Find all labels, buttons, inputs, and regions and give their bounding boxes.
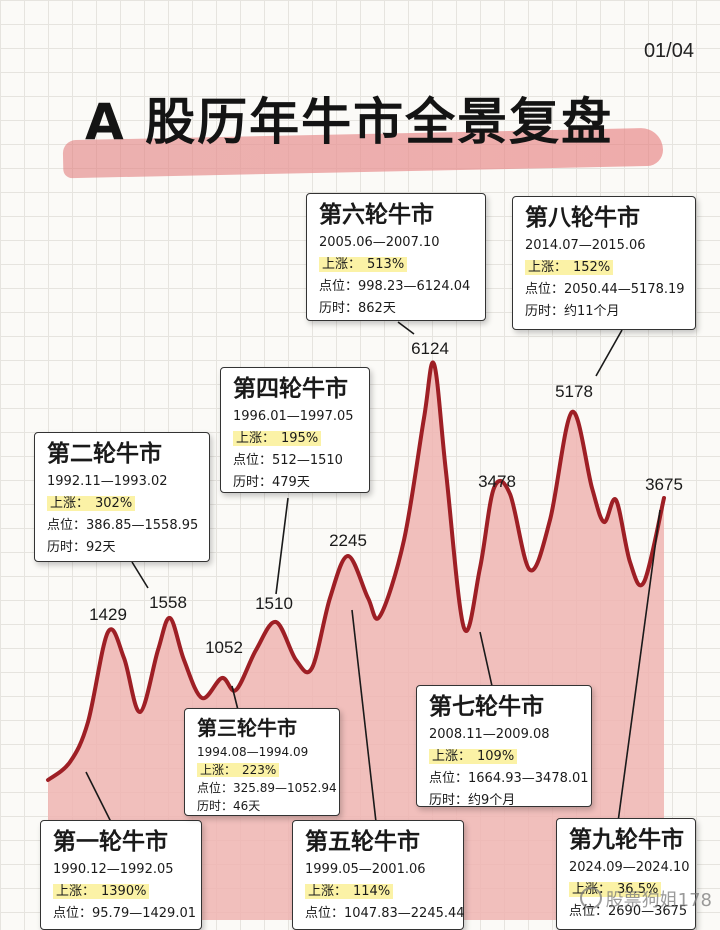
leader-line-1 xyxy=(85,771,113,825)
card-gain: 上涨： 195% xyxy=(233,428,359,450)
card-points: 点位：998.23—6124.04 xyxy=(319,279,471,294)
bull-card-5: 第五轮牛市 1999.05—2001.06 上涨： 114% 点位：1047.83… xyxy=(292,820,465,930)
card-points: 点位：386.85—1558.95 xyxy=(47,518,199,533)
index-curve xyxy=(46,360,666,782)
card-duration: 历时：约11个月 xyxy=(525,304,620,319)
card-title: 第九轮牛市 xyxy=(569,827,684,853)
bull-card-3: 第三轮牛市 1994.08—1994.09 上涨： 223% 点位：325.89—… xyxy=(184,708,340,816)
card-points: 点位：95.79—1429.01 xyxy=(53,906,196,921)
card-title: 第五轮牛市 xyxy=(305,829,420,855)
peak-label-7: 3478 xyxy=(478,472,516,491)
card-gain: 上涨： 513% xyxy=(319,254,475,276)
bull-card-1: 第一轮牛市 1990.12—1992.05 上涨： 1390% 点位：95.79—… xyxy=(40,820,202,930)
peak-label-9: 3675 xyxy=(645,475,683,494)
card-duration: 历时：46天 xyxy=(197,799,261,813)
card-period: 2005.06—2007.10 xyxy=(319,235,440,250)
leader-line-7 xyxy=(479,631,493,687)
card-gain: 上涨： 302% xyxy=(47,493,199,515)
peak-label-4: 1510 xyxy=(255,594,293,613)
page-title: A 股历年牛市全景复盘 xyxy=(85,93,614,151)
card-period: 2008.11—2009.08 xyxy=(429,727,550,742)
card-period: 1994.08—1994.09 xyxy=(197,745,309,759)
bull-card-6: 第六轮牛市 2005.06—2007.10 上涨： 513% 点位：998.23—… xyxy=(306,193,486,321)
bull-card-7: 第七轮牛市 2008.11—2009.08 上涨： 109% 点位：1664.93… xyxy=(416,685,592,808)
peak-label-2: 1558 xyxy=(149,593,187,612)
card-duration: 历时：479天 xyxy=(233,475,310,490)
card-points: 点位：512—1510 xyxy=(233,453,343,468)
card-period: 2014.07—2015.06 xyxy=(525,238,646,253)
card-period: 1996.01—1997.05 xyxy=(233,409,354,424)
peak-label-5: 2245 xyxy=(329,531,367,550)
card-gain: 上涨： 114% xyxy=(305,881,453,903)
weibo-icon xyxy=(579,887,602,909)
peak-label-8: 5178 xyxy=(555,382,593,401)
card-gain: 上涨： 1390% xyxy=(53,881,191,903)
card-points: 点位：2050.44—5178.19 xyxy=(525,282,685,297)
card-period: 1990.12—1992.05 xyxy=(53,862,174,877)
card-gain: 上涨： 109% xyxy=(429,746,581,768)
page-number: 01/04 xyxy=(643,40,694,62)
leader-line-8 xyxy=(595,329,623,377)
leader-line-6 xyxy=(397,321,415,335)
leader-line-9 xyxy=(617,509,661,823)
card-points: 点位：1664.93—3478.01 xyxy=(429,771,589,786)
card-duration: 历时：862天 xyxy=(319,301,396,316)
bull-card-4: 第四轮牛市 1996.01—1997.05 上涨： 195% 点位：512—151… xyxy=(220,367,370,493)
leader-line-3 xyxy=(231,685,239,711)
card-points: 点位：325.89—1052.94 xyxy=(197,781,337,795)
card-period: 1992.11—1993.02 xyxy=(47,474,168,489)
card-gain: 上涨： 223% xyxy=(197,761,329,779)
peak-label-3: 1052 xyxy=(205,638,243,657)
card-title: 第六轮牛市 xyxy=(319,202,434,228)
watermark: 股票狗姐178 xyxy=(579,886,712,912)
peak-labels: 1429 1558 1052 1510 2245 6124 3478 5178 3675 xyxy=(89,339,683,657)
bull-card-8: 第八轮牛市 2014.07—2015.06 上涨： 152% 点位：2050.44… xyxy=(512,196,696,330)
card-period: 1999.05—2001.06 xyxy=(305,862,426,877)
leader-lines xyxy=(85,321,661,825)
bull-card-2: 第二轮牛市 1992.11—1993.02 上涨： 302% 点位：386.85—… xyxy=(34,432,210,562)
title-block: A 股历年牛市全景复盘 xyxy=(55,82,675,192)
bull-card-9: 第九轮牛市 2024.09—2024.10 上涨： 36.5% 点位：2690—3… xyxy=(556,818,696,930)
card-points: 点位：1047.83—2245.44 xyxy=(305,906,465,921)
leader-line-5 xyxy=(351,609,377,823)
card-title: 第二轮牛市 xyxy=(47,441,162,467)
card-title: 第八轮牛市 xyxy=(525,205,640,231)
peak-label-6: 6124 xyxy=(411,339,449,358)
card-title: 第三轮牛市 xyxy=(197,716,297,740)
peak-label-1: 1429 xyxy=(89,605,127,624)
card-gain: 上涨： 152% xyxy=(525,257,685,279)
card-period: 2024.09—2024.10 xyxy=(569,860,690,875)
card-points: 点位：2690—3675 xyxy=(569,904,688,919)
card-duration: 历时：92天 xyxy=(47,540,116,555)
card-title: 第四轮牛市 xyxy=(233,376,348,402)
card-title: 第七轮牛市 xyxy=(429,694,544,720)
card-title: 第一轮牛市 xyxy=(53,829,168,855)
leader-line-2 xyxy=(131,561,149,589)
leader-line-4 xyxy=(275,497,289,595)
card-duration: 历时：约9个月 xyxy=(429,793,516,808)
